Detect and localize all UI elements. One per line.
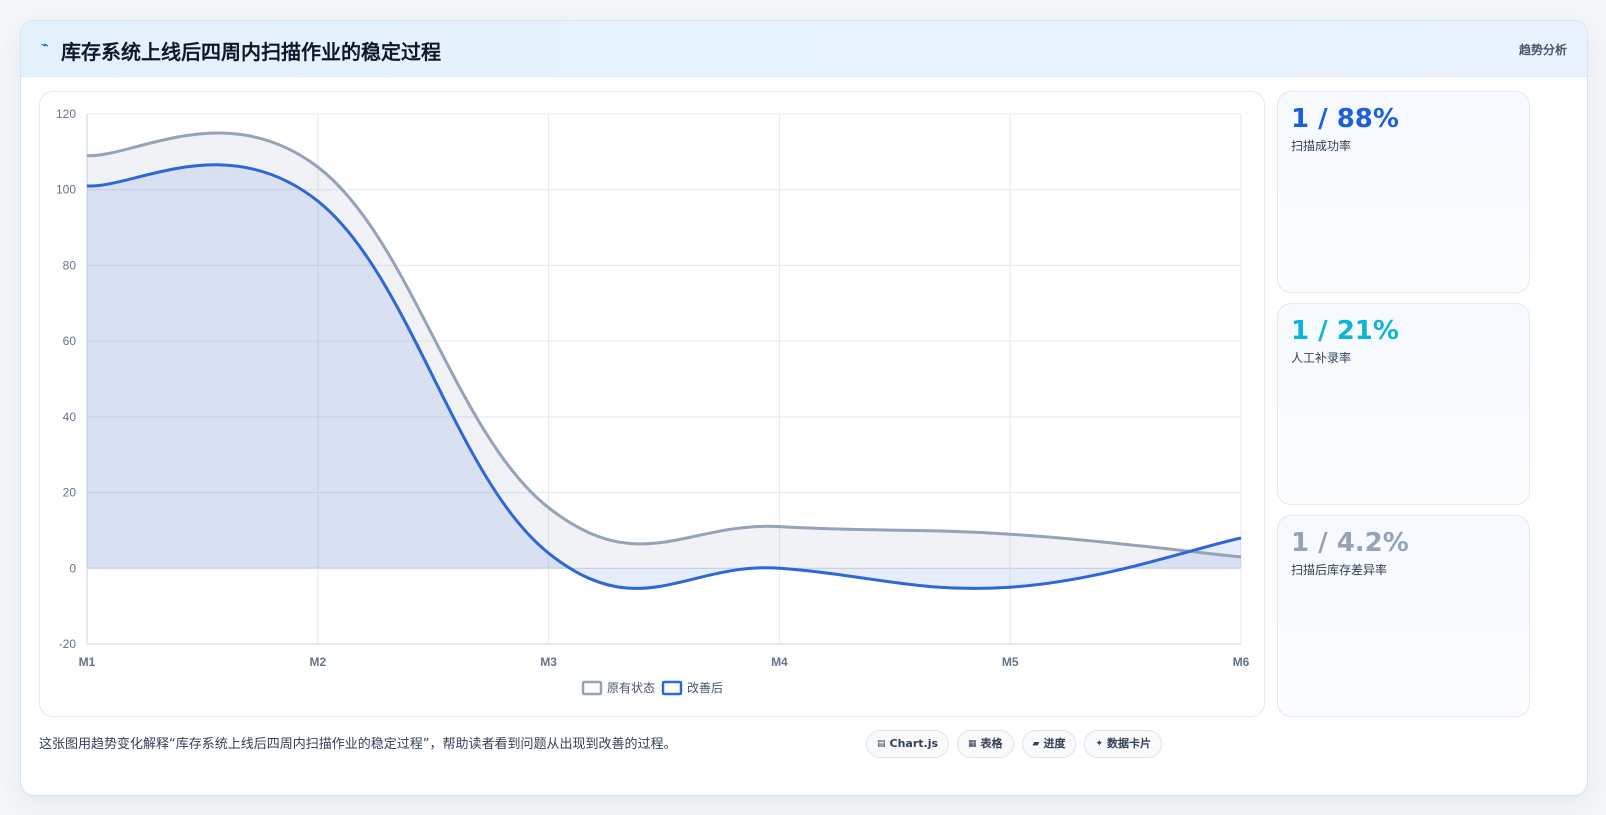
progress-icon: ▰ (1032, 739, 1040, 749)
chip-label: 数据卡片 (1107, 737, 1152, 750)
legend-swatch (661, 680, 683, 696)
kpi-label: 人工补录率 (1291, 351, 1352, 365)
page-title: 库存系统上线后四周内扫描作业的稳定过程 (61, 40, 441, 64)
chip-bar: ▤ Chart.js ▦ 表格 ▰ 进度 ✦ 数据卡片 (866, 730, 1163, 758)
y-tick-label: 60 (63, 334, 77, 348)
series-line (86, 163, 1242, 590)
x-tick-label: M3 (540, 655, 557, 669)
chip-chartjs[interactable]: ▤ Chart.js (866, 730, 950, 758)
header-tag: 趋势分析 (1518, 43, 1567, 57)
chip-table[interactable]: ▦ 表格 (957, 730, 1014, 758)
y-tick-label: 40 (63, 410, 77, 424)
x-tick-label: M2 (309, 655, 326, 669)
chip-label: Chart.js (889, 737, 939, 750)
legend-label: 改善后 (687, 680, 723, 695)
chip-label: 进度 (1043, 737, 1066, 750)
legend-label: 原有状态 (607, 681, 655, 695)
x-tick-label: M5 (1002, 655, 1019, 669)
kpi-card-inventory-variance: 1 / 4.2% 扫描后库存差异率 (1277, 515, 1530, 717)
chart-panel: 120 100 80 60 40 20 0 -20 M1 M2 M3 M4 M5 M6 原有状态 改善后 (39, 91, 1265, 717)
trend-icon: ⌁ (41, 38, 49, 53)
y-tick-label: -20 (59, 637, 77, 651)
series-line (86, 131, 1242, 559)
y-tick-label: 0 (69, 561, 76, 575)
kpi-label: 扫描成功率 (1291, 139, 1352, 153)
legend-swatch (581, 680, 603, 696)
x-tick-label: M4 (771, 655, 788, 669)
x-tick-label: M6 (1233, 655, 1250, 669)
chart-description: 这张图用趋势变化解释“库存系统上线后四周内扫描作业的稳定过程”，帮助读者看到问题… (39, 737, 677, 752)
x-tick-label: M1 (79, 655, 96, 669)
kpi-card-scan-success: 1 / 88% 扫描成功率 (1277, 91, 1530, 293)
chart-icon: ▤ (877, 739, 886, 749)
chip-progress[interactable]: ▰ 进度 (1021, 730, 1077, 758)
y-tick-label: 20 (63, 486, 77, 500)
series-area (87, 164, 1241, 589)
chip-label: 表格 (980, 737, 1003, 750)
y-tick-label: 100 (56, 183, 76, 197)
kpi-value: 1 / 88% (1291, 104, 1399, 134)
y-tick-label: 80 (63, 258, 77, 272)
table-icon: ▦ (968, 739, 977, 749)
kpi-value: 1 / 21% (1291, 316, 1399, 346)
card-header: ⌁ 库存系统上线后四周内扫描作业的稳定过程 趋势分析 (21, 21, 1587, 77)
chart-card: ⌁ 库存系统上线后四周内扫描作业的稳定过程 趋势分析 120 100 80 60 40 2… (20, 20, 1588, 796)
y-tick-label: 120 (56, 107, 76, 121)
series-area (87, 133, 1241, 569)
data-card-icon: ✦ (1095, 739, 1104, 749)
chip-data-card[interactable]: ✦ 数据卡片 (1084, 730, 1163, 758)
kpi-value: 1 / 4.2% (1291, 528, 1409, 558)
kpi-label: 扫描后库存差异率 (1291, 563, 1388, 577)
kpi-card-manual-entry: 1 / 21% 人工补录率 (1277, 303, 1530, 505)
